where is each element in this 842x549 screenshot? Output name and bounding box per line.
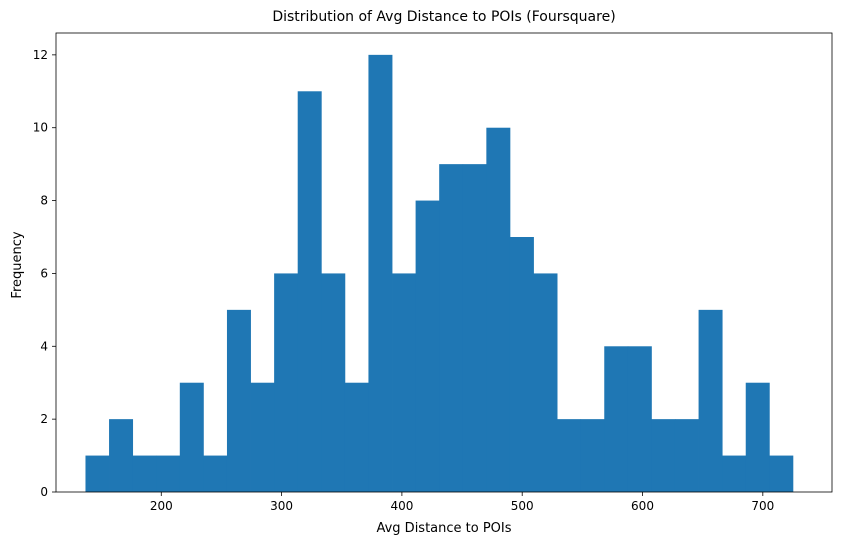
x-tick-label: 500 (511, 499, 534, 513)
histogram-bar (250, 382, 275, 492)
histogram-bar (344, 382, 369, 492)
histogram-bar (509, 237, 534, 492)
histogram-bar (156, 455, 181, 492)
x-tick-label: 200 (150, 499, 173, 513)
histogram-bar (297, 91, 322, 493)
x-tick-label: 700 (751, 499, 774, 513)
x-tick-label: 400 (390, 499, 413, 513)
histogram-bar (203, 455, 228, 492)
histogram-bar (132, 455, 157, 492)
histogram-bar (321, 273, 346, 492)
plot-area-frame (55, 32, 833, 493)
x-axis-ticks: 200 300 400 500 600 700 (150, 492, 774, 513)
histogram-bar (274, 273, 299, 492)
histogram-bar (604, 346, 629, 492)
histogram-bar (368, 54, 393, 492)
bars-layer (85, 54, 794, 493)
y-tick-label: 4 (40, 339, 48, 353)
chart-title: Distribution of Avg Distance to POIs (Fo… (272, 9, 615, 25)
histogram-bar (392, 273, 417, 492)
histogram-bar (415, 200, 440, 493)
y-tick-label: 6 (40, 266, 48, 280)
y-axis-label: Frequency (10, 231, 25, 298)
histogram-bar (439, 164, 464, 492)
histogram-bar (698, 309, 723, 492)
histogram-bar (769, 455, 794, 492)
y-tick-label: 10 (33, 121, 48, 135)
y-tick-label: 0 (40, 485, 48, 499)
histogram-bar (533, 273, 558, 492)
histogram-bar (179, 382, 204, 492)
y-tick-label: 8 (40, 194, 48, 208)
histogram-bar (462, 164, 487, 492)
histogram-bar (722, 455, 747, 492)
x-axis-label: Avg Distance to POIs (376, 521, 511, 536)
histogram-bar (580, 419, 605, 492)
histogram-bar (109, 419, 134, 492)
histogram-bar (745, 382, 770, 492)
histogram-bar (627, 346, 652, 492)
y-tick-label: 12 (33, 48, 48, 62)
y-tick-label: 2 (40, 412, 48, 426)
histogram-bar (557, 419, 582, 492)
histogram-bar (674, 419, 699, 492)
histogram-bar (226, 309, 251, 492)
histogram-bar (85, 455, 110, 492)
x-tick-label: 300 (270, 499, 293, 513)
y-axis-ticks: 0 2 4 6 8 10 12 (33, 48, 56, 499)
histogram-bar (486, 127, 511, 492)
x-tick-label: 600 (631, 499, 654, 513)
histogram-bar (651, 419, 676, 492)
